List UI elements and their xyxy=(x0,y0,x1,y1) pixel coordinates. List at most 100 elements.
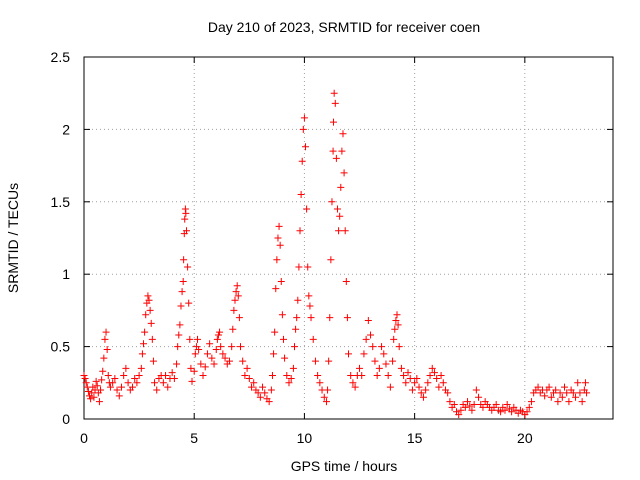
data-point xyxy=(228,343,236,351)
plot-frame xyxy=(83,56,614,420)
y-axis-label: SRMTID / TECUs xyxy=(5,183,21,293)
data-point xyxy=(133,379,141,387)
data-point xyxy=(341,227,349,235)
data-point xyxy=(113,386,121,394)
data-point xyxy=(151,379,159,387)
data-point xyxy=(100,354,108,362)
data-point xyxy=(461,403,469,411)
data-point xyxy=(501,406,509,414)
data-point xyxy=(213,335,221,343)
data-point xyxy=(523,408,531,416)
data-point xyxy=(178,288,186,296)
data-point xyxy=(292,325,300,333)
data-point xyxy=(124,379,132,387)
data-point xyxy=(439,379,447,387)
data-point xyxy=(384,372,392,380)
data-point xyxy=(271,328,279,336)
data-point xyxy=(250,379,258,387)
data-point xyxy=(426,372,434,380)
data-point xyxy=(304,263,312,271)
data-point xyxy=(333,205,341,213)
data-point xyxy=(212,345,220,353)
data-point xyxy=(93,382,101,390)
data-point xyxy=(101,335,109,343)
data-point xyxy=(84,387,92,395)
data-point xyxy=(175,331,183,339)
data-point xyxy=(464,398,472,406)
data-point xyxy=(254,389,262,397)
data-point xyxy=(303,205,311,213)
data-point xyxy=(182,209,190,217)
data-point xyxy=(231,296,239,304)
data-point xyxy=(558,393,566,401)
data-point xyxy=(88,389,96,397)
data-point xyxy=(201,363,209,371)
data-point xyxy=(342,277,350,285)
data-point xyxy=(392,317,400,325)
data-point xyxy=(179,277,187,285)
data-point xyxy=(422,386,430,394)
data-point xyxy=(122,364,130,372)
data-point xyxy=(272,285,280,293)
data-point xyxy=(347,372,355,380)
data-point xyxy=(191,350,199,358)
data-point xyxy=(229,325,237,333)
data-point xyxy=(576,389,584,397)
data-point xyxy=(217,343,225,351)
data-point xyxy=(534,383,542,391)
data-point xyxy=(311,357,319,365)
y-tick-label: 1.5 xyxy=(51,194,71,210)
data-point xyxy=(424,379,432,387)
data-point xyxy=(574,379,582,387)
data-point xyxy=(276,241,284,249)
data-point xyxy=(367,331,375,339)
data-point xyxy=(159,379,167,387)
data-point xyxy=(188,377,196,385)
x-tick-label: 15 xyxy=(407,430,423,446)
data-point xyxy=(140,340,148,348)
data-point xyxy=(552,386,560,394)
data-point xyxy=(90,393,98,401)
data-point xyxy=(302,143,310,151)
data-point xyxy=(411,379,419,387)
data-point xyxy=(356,364,364,372)
data-point xyxy=(328,198,336,206)
data-point xyxy=(369,343,377,351)
data-point xyxy=(435,383,443,391)
data-point xyxy=(289,364,297,372)
data-point xyxy=(293,314,301,322)
data-point xyxy=(197,360,205,368)
data-point xyxy=(117,383,125,391)
data-point xyxy=(287,374,295,382)
data-point xyxy=(340,169,348,177)
data-point xyxy=(428,364,436,372)
data-point xyxy=(296,227,304,235)
data-point xyxy=(332,154,340,162)
data-point xyxy=(497,408,505,416)
data-point xyxy=(389,357,397,365)
x-axis-label: GPS time / hours xyxy=(291,458,398,474)
data-point xyxy=(466,402,474,410)
data-point xyxy=(173,360,181,368)
data-point xyxy=(299,125,307,133)
data-point xyxy=(275,222,283,230)
data-point xyxy=(408,386,416,394)
data-point xyxy=(450,401,458,409)
data-point xyxy=(239,357,247,365)
data-point xyxy=(199,372,207,380)
data-point xyxy=(279,335,287,343)
data-point xyxy=(455,411,463,419)
data-point xyxy=(184,263,192,271)
data-point xyxy=(375,364,383,372)
data-point xyxy=(327,256,335,264)
axis-ticks xyxy=(83,56,613,420)
data-point xyxy=(351,383,359,391)
data-point xyxy=(430,369,438,377)
data-point xyxy=(285,379,293,387)
data-point xyxy=(475,393,483,401)
data-point xyxy=(373,372,381,380)
data-point xyxy=(208,354,216,362)
data-point xyxy=(325,357,333,365)
data-point xyxy=(259,383,267,391)
chart-title: Day 210 of 2023, SRMTID for receiver coe… xyxy=(208,19,480,35)
